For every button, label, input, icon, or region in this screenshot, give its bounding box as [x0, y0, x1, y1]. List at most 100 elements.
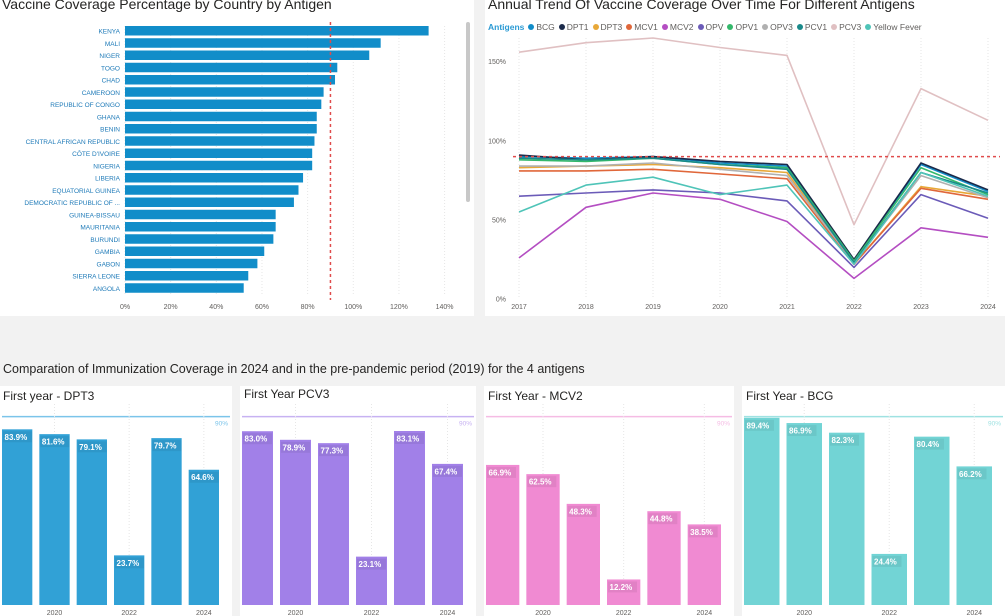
year-bar: [914, 436, 950, 605]
legend-item[interactable]: BCG: [528, 22, 555, 32]
data-label: 89.4%: [747, 421, 770, 430]
year-bar: [394, 431, 425, 605]
data-label: 79.1%: [79, 443, 102, 452]
country-coverage-panel: Vaccine Coverage Percentage by Country b…: [0, 0, 474, 316]
country-bar: [125, 222, 276, 232]
legend-dot-icon: [592, 24, 599, 30]
country-bar: [125, 173, 304, 183]
legend-dot-icon: [865, 24, 872, 30]
trend-legend: Antigens BCG DPT1 DPT3 MCV1 MCV2 OPV OPV1 OPV3 P…: [488, 22, 926, 32]
country-bar: [125, 38, 381, 48]
series-line-opv: [518, 189, 989, 269]
x-tick-label: 140%: [436, 304, 454, 311]
data-label: 66.2%: [959, 470, 982, 479]
country-label: CENTRAL AFRICAN REPUBLIC: [26, 139, 121, 146]
year-bar: [114, 555, 145, 605]
country-bar: [125, 99, 322, 109]
country-bar: [125, 124, 317, 134]
legend-item[interactable]: MCV2: [661, 22, 694, 32]
data-label: 62.5%: [529, 478, 552, 487]
legend-title: Antigens: [488, 22, 525, 32]
label-background: [189, 471, 219, 483]
legend-label: DPT3: [600, 22, 623, 32]
label-background: [648, 513, 678, 525]
country-label: MAURITANIA: [80, 225, 120, 232]
legend-item[interactable]: Yellow Fever: [865, 22, 922, 32]
legend-item[interactable]: OPV: [697, 22, 723, 32]
data-label: 79.7%: [154, 442, 177, 451]
label-background: [319, 445, 348, 457]
country-label: LIBERIA: [95, 176, 121, 183]
legend-label: Yellow Fever: [873, 22, 922, 32]
dpt3-title: First year - DPT3: [3, 389, 95, 403]
legend-item[interactable]: DPT1: [558, 22, 589, 32]
country-label: BURUNDI: [90, 237, 120, 244]
country-bar: [125, 75, 336, 85]
country-label: SIERRA LEONE: [72, 274, 120, 281]
legend-item[interactable]: MCV1: [626, 22, 658, 32]
label-background: [608, 581, 637, 593]
year-bar: [242, 431, 273, 605]
y-tick-label: 150%: [488, 59, 506, 66]
target-label: 90%: [717, 421, 730, 428]
legend-item[interactable]: PCV3: [831, 22, 861, 32]
x-tick-label: 2020: [796, 610, 812, 616]
legend-item[interactable]: OPV3: [762, 22, 793, 32]
x-tick-label: 2022: [616, 610, 632, 616]
x-tick-label: 0%: [120, 304, 130, 311]
data-label: 81.6%: [42, 438, 65, 447]
legend-dot-icon: [697, 24, 704, 30]
data-label: 78.9%: [283, 443, 306, 452]
trend-line-chart: 0% 50% 100% 150% 2017 2018 2019 2020 2021 2022 202…: [488, 37, 1000, 311]
data-label: 24.4%: [874, 557, 897, 566]
label-background: [957, 468, 987, 480]
label-background: [115, 557, 144, 569]
x-tick-label: 2020: [712, 304, 728, 311]
x-tick-label: 2018: [578, 304, 594, 311]
legend-item[interactable]: OPV1: [727, 22, 758, 32]
label-background: [40, 436, 70, 448]
year-bar: [39, 434, 70, 605]
data-label: 80.4%: [917, 440, 940, 449]
data-label: 83.0%: [245, 435, 268, 444]
year-bar: [2, 429, 33, 605]
legend-label: BCG: [536, 22, 555, 32]
y-tick-label: 50%: [492, 217, 506, 224]
pcv3-panel: First Year PCV3 90% 83.0% 78.9% 77.3% 23.1% 8…: [240, 386, 476, 616]
country-label: MALI: [105, 41, 120, 48]
country-label: TOGO: [101, 65, 120, 72]
data-label: 38.5%: [690, 528, 713, 537]
country-label: CAMEROON: [82, 90, 121, 97]
legend-label: OPV3: [770, 22, 793, 32]
country-label: NIGER: [99, 53, 120, 60]
series-line-bcg: [518, 155, 989, 262]
label-background: [395, 433, 424, 445]
country-bar-chart: 0% 20% 40% 60% 80% 100% 120% 140% KENYA MALI NIGER…: [24, 22, 454, 311]
year-bar: [687, 524, 721, 605]
year-bar: [280, 439, 311, 605]
country-label: GHANA: [97, 114, 121, 121]
legend-item[interactable]: DPT3: [592, 22, 623, 32]
country-bar: [125, 246, 265, 256]
label-background: [3, 431, 32, 443]
year-bar: [566, 503, 600, 605]
country-label: GABON: [97, 261, 121, 268]
x-tick-label: 40%: [209, 304, 223, 311]
mcv2-panel: First Year - MCV2 90% 66.9% 62.5% 48.3% 12.2…: [484, 386, 734, 616]
country-chart-scrollbar[interactable]: [466, 22, 470, 202]
year-bar: [486, 464, 520, 605]
y-tick-label: 0%: [496, 297, 506, 304]
bcg-bar-chart: 90% 89.4% 86.9% 82.3% 24.4% 80.4% 66.2% 2020 202…: [744, 404, 1003, 616]
legend-item[interactable]: PCV1: [796, 22, 827, 32]
series-line-mcv2: [518, 192, 989, 280]
trend-panel: Annual Trend Of Vaccine Coverage Over Ti…: [485, 0, 1005, 316]
legend-dot-icon: [796, 24, 803, 30]
year-bar: [151, 438, 182, 605]
label-background: [567, 505, 597, 517]
year-bar: [871, 553, 907, 605]
label-background: [688, 526, 718, 538]
x-tick-label: 2024: [196, 610, 212, 616]
x-tick-label: 2017: [511, 304, 527, 311]
country-bar: [125, 185, 299, 195]
data-label: 67.4%: [435, 467, 458, 476]
